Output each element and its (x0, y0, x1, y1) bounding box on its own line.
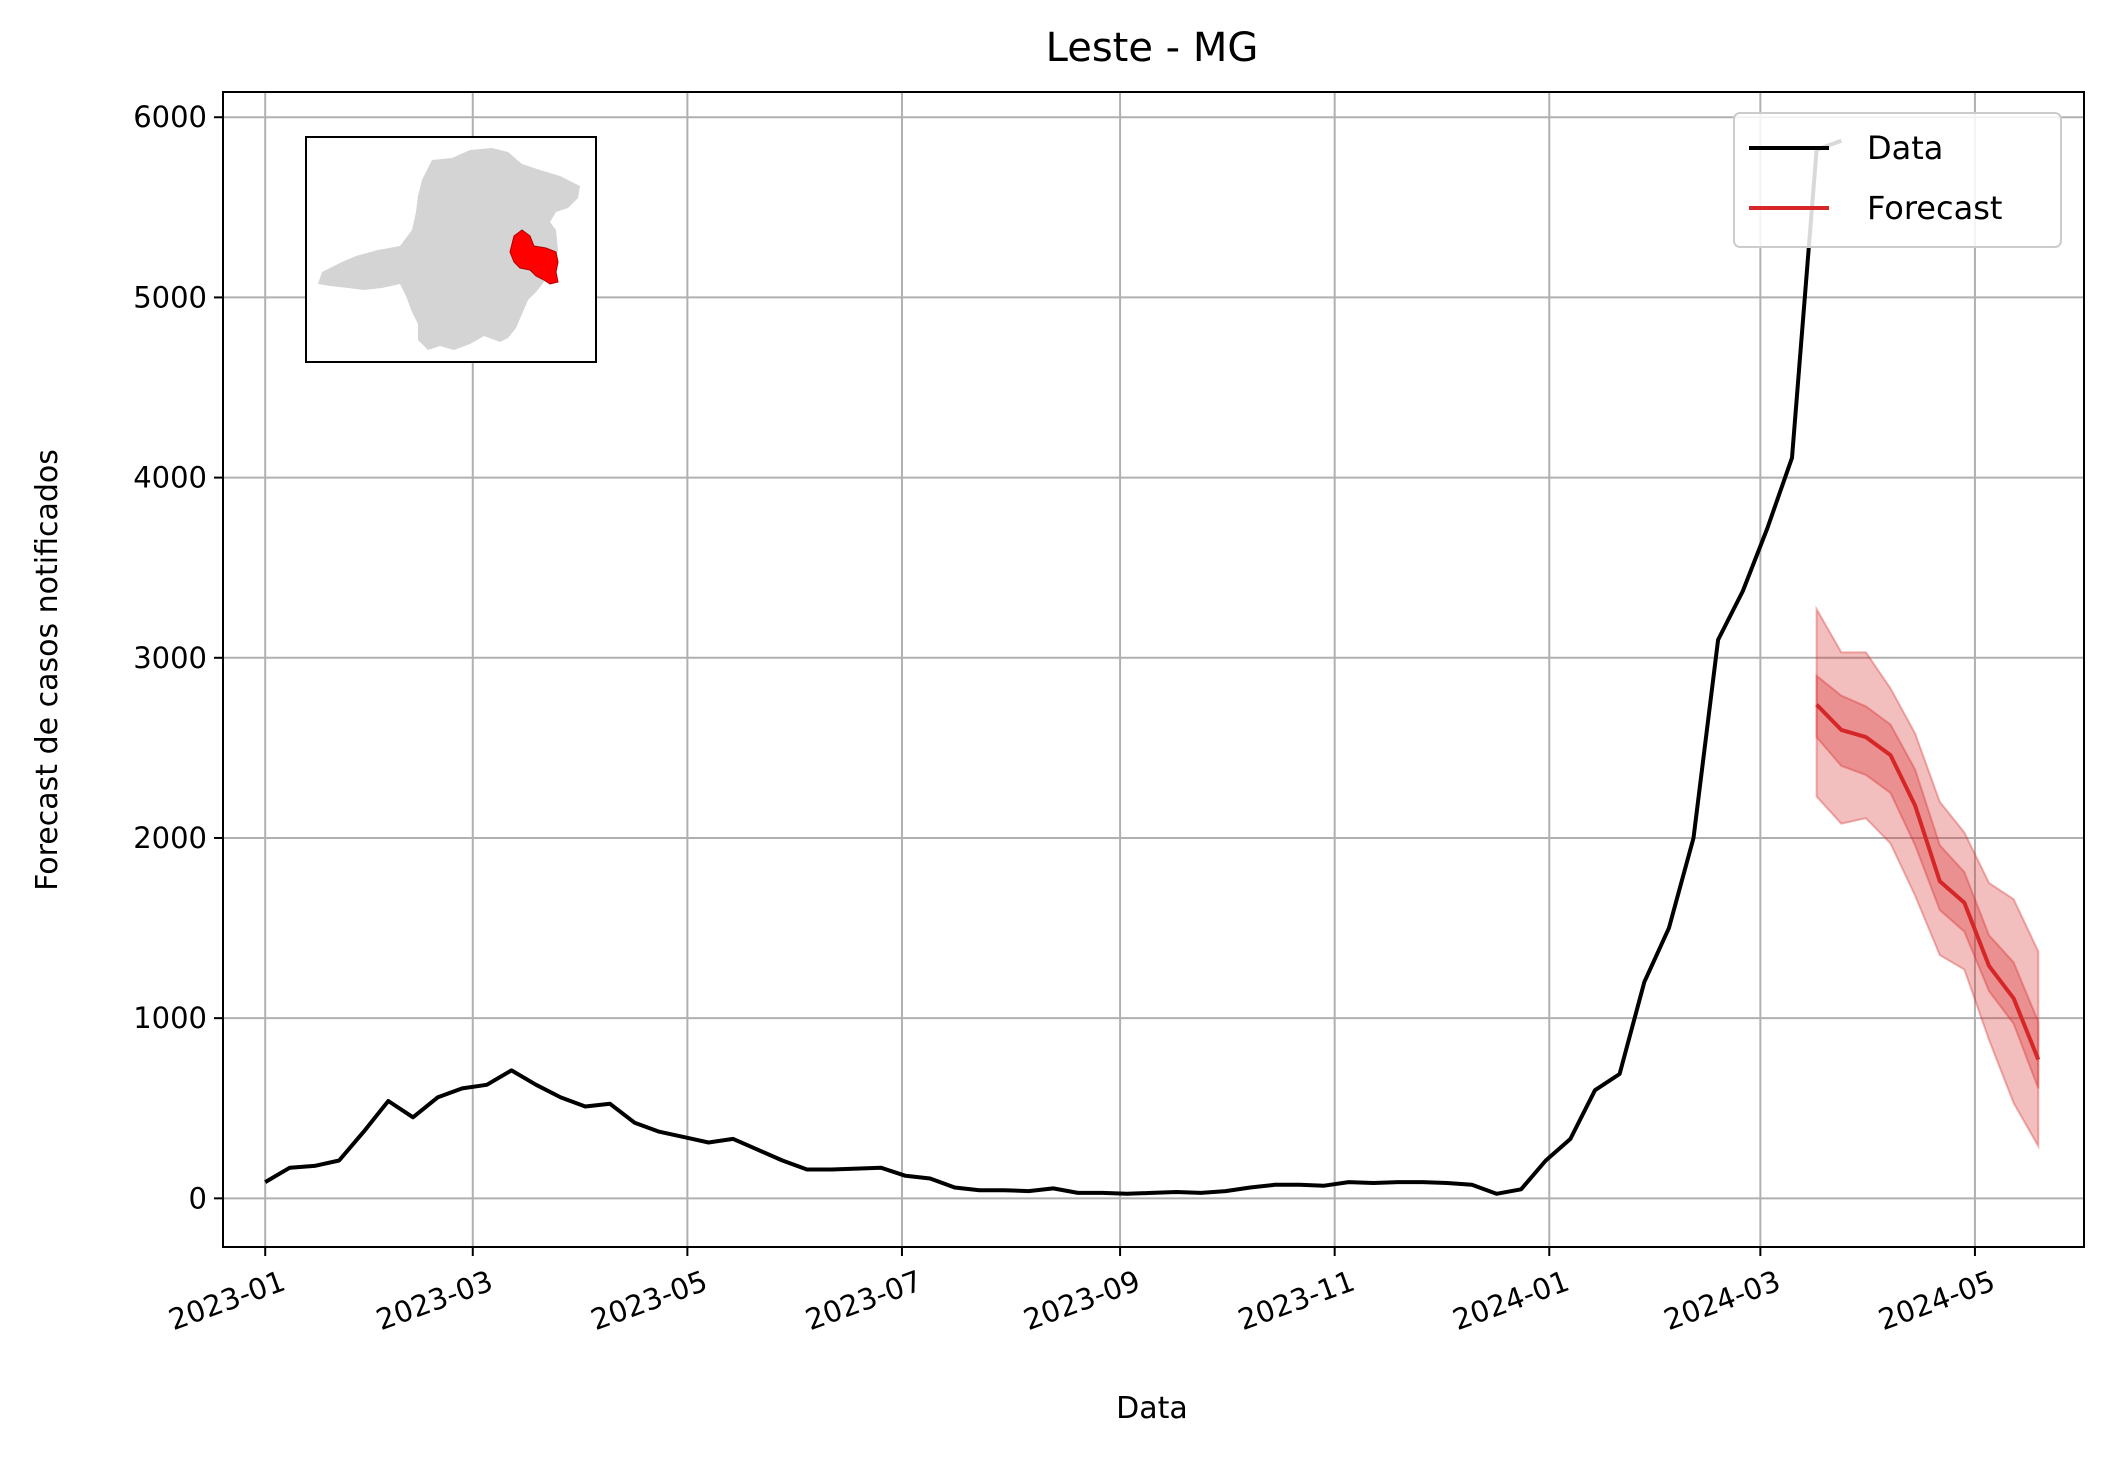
plot-area (222, 91, 2085, 1248)
y-axis-title: Forecast de casos notificados (30, 449, 65, 891)
y-axis: 0 1000 2000 3000 4000 5000 6000 (133, 100, 223, 1215)
region-inset-map (305, 136, 597, 363)
y-tick-label: 4000 (133, 461, 207, 495)
data-series-line (264, 138, 1842, 1196)
y-tick-label: 3000 (133, 641, 207, 675)
x-axis-title: Data (1116, 1391, 1188, 1426)
legend-forecast-label: Forecast (1867, 189, 2002, 227)
forecast-inner-interval (1815, 673, 2040, 1089)
y-tick-label: 1000 (133, 1001, 207, 1035)
state-outline-shape (318, 148, 580, 350)
y-tick-label: 5000 (133, 280, 207, 314)
forecast-series-line (1815, 703, 2041, 1061)
legend-data-label: Data (1867, 129, 1943, 167)
y-tick-label: 0 (189, 1181, 207, 1215)
series-lines (264, 138, 2041, 1196)
legend: Data Forecast (1733, 112, 2062, 248)
y-tick-label: 2000 (133, 821, 207, 855)
chart-title: Leste - MG (1046, 25, 1259, 71)
region-highlight-shape (509, 229, 559, 285)
y-tick-label: 6000 (133, 100, 207, 134)
